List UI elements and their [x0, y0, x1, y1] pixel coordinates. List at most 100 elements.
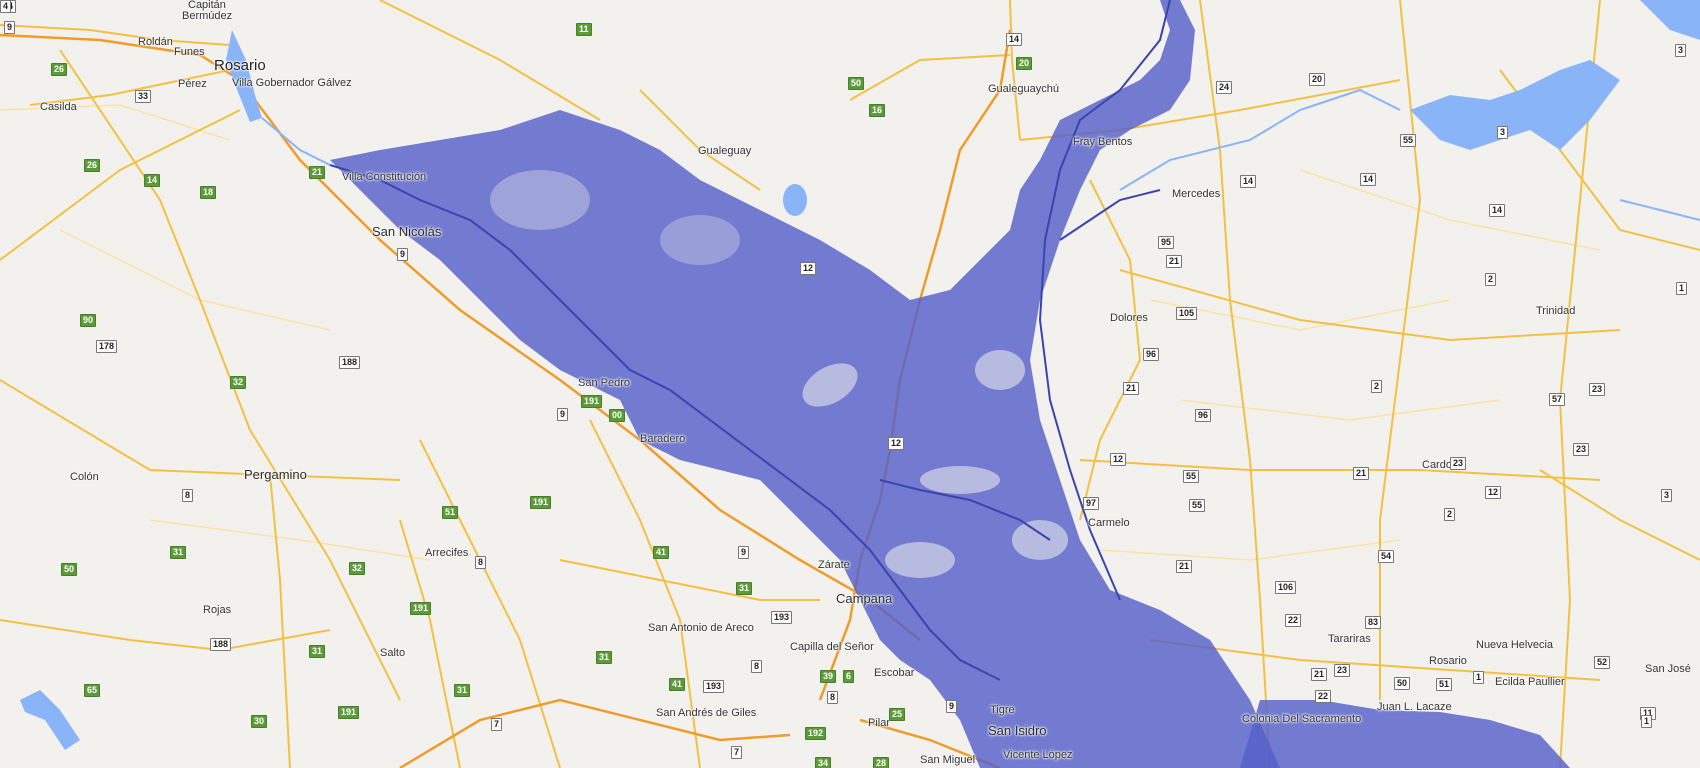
- route-shield: 11: [576, 23, 592, 36]
- city-label[interactable]: Bermúdez: [182, 10, 233, 22]
- city-label[interactable]: San Miguel: [920, 754, 976, 766]
- route-shield: 32: [349, 562, 366, 575]
- city-label[interactable]: Gualeguaychú: [988, 83, 1059, 95]
- city-label[interactable]: Gualeguay: [698, 145, 752, 157]
- river-channels: [329, 0, 1171, 681]
- route-shield: 1: [1676, 282, 1688, 295]
- route-shield: 21: [1123, 382, 1140, 395]
- route-shield: 7: [731, 746, 743, 759]
- route-shield: 65: [84, 684, 101, 697]
- city-label[interactable]: Roldán: [138, 36, 173, 48]
- route-shield: 00: [609, 409, 626, 422]
- city-label[interactable]: Capilla del Señor: [790, 641, 874, 653]
- city-label[interactable]: San Pedro: [578, 377, 630, 389]
- city-label[interactable]: Villa Constitución: [342, 171, 427, 183]
- route-shield: 50: [848, 77, 865, 90]
- route-shield: 192: [805, 727, 827, 740]
- city-label[interactable]: Mercedes: [1172, 188, 1221, 200]
- route-shield: 9: [557, 408, 569, 421]
- route-shield: 1: [1641, 715, 1653, 728]
- city-label[interactable]: Dolores: [1110, 312, 1148, 324]
- route-shield: 31: [454, 684, 471, 697]
- city-label[interactable]: San José: [1645, 663, 1691, 675]
- city-label[interactable]: San Isidro: [988, 723, 1047, 738]
- route-shield: 21: [1166, 255, 1183, 268]
- route-shield: 25: [889, 708, 906, 721]
- route-shield: 2: [1371, 380, 1383, 393]
- route-shield: 51: [1436, 678, 1453, 691]
- route-shield: 30: [251, 715, 268, 728]
- route-shield: 21: [1353, 467, 1370, 480]
- flood-overlay: [330, 0, 1570, 768]
- city-label[interactable]: Funes: [174, 46, 205, 58]
- city-label[interactable]: Escobar: [874, 667, 915, 679]
- route-shield: 21: [309, 166, 326, 179]
- route-shield: 39: [820, 670, 837, 683]
- city-label[interactable]: Casilda: [40, 101, 77, 113]
- route-shield: 23: [1573, 443, 1590, 456]
- route-shield: 178: [96, 340, 118, 353]
- route-shield: 24: [1216, 81, 1233, 94]
- route-shield: 16: [869, 104, 886, 117]
- water-bodies: [20, 0, 1700, 750]
- route-shield: 193: [771, 611, 793, 624]
- route-shield: 21: [1311, 668, 1328, 681]
- city-label[interactable]: Villa Gobernador Gálvez: [232, 77, 352, 89]
- city-label[interactable]: Zárate: [818, 559, 850, 571]
- route-shield: 3: [1661, 489, 1673, 502]
- route-shield: 31: [309, 645, 326, 658]
- city-label[interactable]: Nueva Helvecia: [1476, 639, 1554, 651]
- route-shield: 191: [530, 496, 552, 509]
- route-shield: 188: [210, 638, 232, 651]
- route-shield: 3: [1675, 44, 1687, 57]
- city-label[interactable]: Colonia Del Sacramento: [1242, 713, 1362, 725]
- city-label[interactable]: Carmelo: [1088, 517, 1130, 529]
- route-shield: 20: [1309, 73, 1326, 86]
- route-shield: 51: [442, 506, 459, 519]
- city-label[interactable]: Arrecifes: [425, 547, 469, 559]
- city-label[interactable]: Salto: [380, 647, 406, 659]
- route-shield: 188: [339, 356, 361, 369]
- city-label[interactable]: Pérez: [178, 78, 207, 90]
- route-shield: 22: [1285, 614, 1302, 627]
- city-label[interactable]: Baradero: [640, 433, 686, 445]
- city-label[interactable]: Tarariras: [1328, 633, 1371, 645]
- route-shield: 31: [170, 546, 187, 559]
- city-label[interactable]: Fray Bentos: [1073, 136, 1133, 148]
- route-shield: 14: [1489, 204, 1506, 217]
- city-label[interactable]: Pergamino: [244, 467, 307, 482]
- city-label[interactable]: Rojas: [203, 604, 232, 616]
- route-shield: 97: [1083, 497, 1100, 510]
- city-label[interactable]: Capitán: [188, 0, 226, 11]
- route-shield: 8: [182, 489, 194, 502]
- city-label[interactable]: Vicente López: [1003, 749, 1073, 761]
- city-label[interactable]: San Nicolás: [372, 224, 442, 239]
- route-shield: 83: [1365, 616, 1382, 629]
- route-shield: 4: [0, 0, 12, 13]
- city-label[interactable]: San Andrés de Giles: [656, 707, 757, 719]
- route-shield: 1: [1473, 671, 1485, 684]
- city-label[interactable]: Juan L. Lacaze: [1377, 701, 1452, 713]
- city-label[interactable]: Rosario: [1429, 655, 1467, 667]
- city-label[interactable]: Pilar: [868, 717, 891, 729]
- route-shield: 41: [653, 546, 670, 559]
- city-label[interactable]: Cardona: [1422, 459, 1465, 471]
- route-shield: 55: [1189, 499, 1206, 512]
- route-shield: 50: [1394, 677, 1411, 690]
- route-shield: 55: [1183, 470, 1200, 483]
- city-label[interactable]: Rosario: [214, 57, 266, 74]
- route-shield: 9: [397, 248, 409, 261]
- city-label[interactable]: Campana: [836, 591, 893, 606]
- route-shield: 23: [1334, 664, 1351, 677]
- route-shield: 55: [1400, 134, 1417, 147]
- city-label[interactable]: Colón: [70, 471, 99, 483]
- city-label[interactable]: San Antonio de Areco: [648, 622, 754, 634]
- city-label[interactable]: Ecilda Paullier: [1495, 676, 1565, 688]
- route-shield: 193: [703, 680, 725, 693]
- city-label[interactable]: Trinidad: [1536, 305, 1576, 317]
- route-shield: 26: [51, 63, 68, 76]
- route-shield: 96: [1195, 409, 1212, 422]
- city-label[interactable]: Tigre: [990, 704, 1015, 716]
